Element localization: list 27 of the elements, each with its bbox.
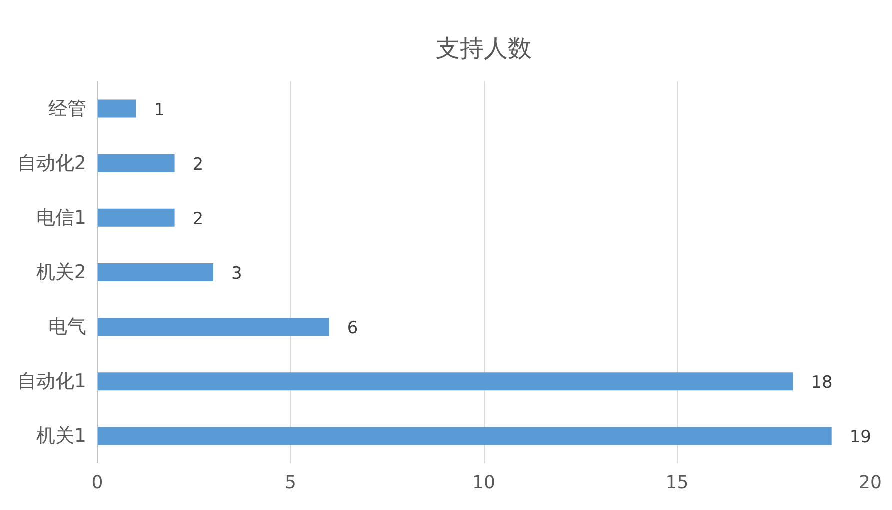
bar bbox=[98, 154, 175, 172]
x-tick-label: 10 bbox=[472, 472, 496, 494]
data-label: 19 bbox=[850, 428, 872, 448]
y-tick-label: 机关2 bbox=[36, 262, 87, 284]
bar bbox=[98, 372, 794, 391]
y-tick-label: 经管 bbox=[48, 98, 86, 120]
y-tick-label: 电气 bbox=[48, 316, 86, 338]
data-label: 18 bbox=[811, 373, 833, 394]
chart-title: 支持人数 bbox=[436, 34, 532, 62]
bar bbox=[98, 318, 330, 336]
bar bbox=[98, 427, 832, 446]
bar bbox=[98, 100, 136, 118]
data-label: 2 bbox=[192, 154, 204, 175]
bar bbox=[98, 208, 175, 227]
y-tick-label: 自动化1 bbox=[17, 370, 87, 393]
data-label: 2 bbox=[192, 209, 204, 230]
x-tick-label: 20 bbox=[859, 472, 882, 494]
bar bbox=[98, 263, 214, 282]
y-tick-label: 电信1 bbox=[36, 206, 87, 229]
y-tick-label: 自动化2 bbox=[17, 152, 87, 174]
data-label: 3 bbox=[231, 264, 242, 284]
x-tick-label: 15 bbox=[666, 472, 689, 494]
x-tick-label: 0 bbox=[92, 472, 104, 494]
data-label: 1 bbox=[154, 100, 165, 120]
y-tick-label: 机关1 bbox=[36, 425, 87, 448]
data-label: 6 bbox=[347, 318, 358, 339]
x-tick-label: 5 bbox=[285, 472, 296, 494]
